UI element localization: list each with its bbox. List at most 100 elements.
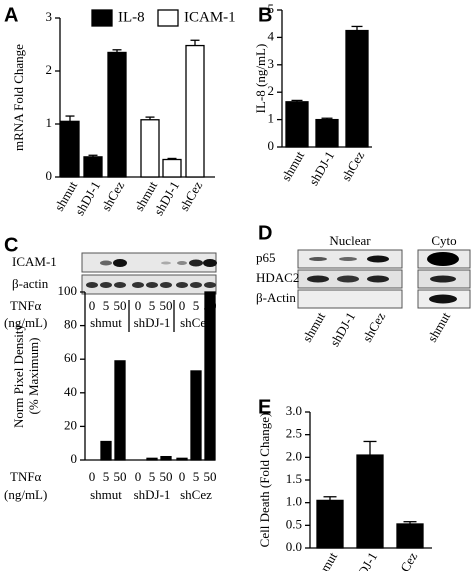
x-tick-label: 50 bbox=[114, 469, 127, 484]
bar bbox=[83, 156, 103, 178]
x-tick-label: shCez bbox=[98, 178, 127, 213]
y-tick-label: 5 bbox=[268, 1, 275, 16]
band bbox=[189, 259, 203, 267]
bar bbox=[140, 119, 160, 178]
x-axis-label: TNFα bbox=[10, 298, 42, 313]
y-tick-label: 0.5 bbox=[286, 516, 302, 531]
x-tick-label: 50 bbox=[160, 469, 173, 484]
y-tick-label: 0.0 bbox=[286, 539, 302, 554]
bar bbox=[176, 457, 188, 461]
y-tick-label: 1 bbox=[268, 111, 275, 126]
y-tick-label: 80 bbox=[64, 317, 77, 332]
y-tick-label: 100 bbox=[58, 283, 78, 298]
y-tick-label: 1.0 bbox=[286, 494, 302, 509]
bar bbox=[315, 118, 339, 148]
y-axis-label: Norm Pixel Density bbox=[11, 324, 26, 428]
band bbox=[86, 282, 98, 288]
bar bbox=[190, 370, 202, 461]
x-tick-label: shmut bbox=[311, 549, 340, 571]
band bbox=[337, 275, 359, 283]
band bbox=[190, 282, 202, 288]
x-tick-label: shmut bbox=[278, 148, 307, 183]
x-tick-label: shDJ-1 bbox=[306, 148, 337, 187]
legend-swatch bbox=[157, 9, 179, 27]
x-tick-label: 5 bbox=[103, 469, 110, 484]
blot-row-label: p65 bbox=[256, 250, 276, 265]
y-tick-label: 2 bbox=[46, 62, 53, 77]
x-axis-label: (ng/mL) bbox=[4, 315, 47, 330]
bar bbox=[356, 454, 384, 549]
lane-label: 0 bbox=[179, 298, 186, 313]
x-tick-label: shDJ-1 bbox=[349, 549, 380, 571]
y-axis-label: IL-8 (ng/mL) bbox=[253, 44, 268, 114]
y-axis-label: mRNA Fold Change bbox=[11, 44, 26, 151]
band bbox=[113, 259, 127, 267]
y-axis-label: (% Maximum) bbox=[26, 338, 41, 415]
lane-label: shmut bbox=[424, 309, 453, 344]
bar bbox=[396, 523, 424, 549]
band bbox=[100, 260, 112, 266]
band bbox=[307, 275, 329, 283]
x-tick-label: shCez bbox=[338, 148, 367, 183]
y-tick-label: 0 bbox=[71, 451, 78, 466]
group-label: shCez bbox=[180, 315, 212, 330]
band bbox=[100, 282, 112, 288]
x-tick-label: 0 bbox=[135, 469, 142, 484]
group-label: shDJ-1 bbox=[134, 487, 171, 502]
y-tick-label: 0 bbox=[46, 168, 53, 183]
lane-label: shCez bbox=[359, 309, 388, 344]
y-tick-label: 20 bbox=[64, 417, 77, 432]
bar bbox=[204, 291, 216, 461]
band bbox=[114, 282, 126, 288]
y-tick-label: 2.5 bbox=[286, 426, 302, 441]
x-tick-label: 5 bbox=[193, 469, 200, 484]
lane-label: 0 bbox=[89, 298, 96, 313]
band bbox=[430, 275, 456, 283]
band bbox=[177, 261, 187, 265]
group-label: shDJ-1 bbox=[134, 315, 171, 330]
y-tick-label: 60 bbox=[64, 350, 77, 365]
band bbox=[203, 259, 217, 267]
band bbox=[161, 261, 171, 265]
lane-label: 50 bbox=[160, 298, 173, 313]
bar bbox=[114, 360, 126, 461]
band bbox=[132, 282, 144, 288]
y-tick-label: 4 bbox=[268, 28, 275, 43]
bar bbox=[316, 499, 344, 549]
x-tick-label: shCez bbox=[176, 178, 205, 213]
band bbox=[427, 252, 459, 266]
lane-label: shDJ-1 bbox=[327, 309, 358, 348]
y-tick-label: 3.0 bbox=[286, 403, 302, 418]
y-tick-label: 0 bbox=[268, 138, 275, 153]
blot-row-label: HDAC2 bbox=[256, 270, 299, 285]
blot-header: Cyto bbox=[431, 233, 456, 248]
panel-letter: D bbox=[258, 222, 272, 244]
x-tick-label: 0 bbox=[179, 469, 186, 484]
panel-letter: E bbox=[258, 396, 271, 418]
y-axis-label: Cell Death (Fold Change) bbox=[257, 413, 272, 548]
blot-c bbox=[81, 252, 217, 332]
y-tick-label: 1.5 bbox=[286, 471, 302, 486]
band bbox=[429, 294, 457, 304]
y-tick-label: 2.0 bbox=[286, 448, 302, 463]
band bbox=[367, 275, 389, 283]
band bbox=[160, 282, 172, 288]
y-tick-label: 2 bbox=[268, 83, 275, 98]
band bbox=[176, 282, 188, 288]
lane-label: 0 bbox=[135, 298, 142, 313]
y-tick-label: 3 bbox=[268, 56, 275, 71]
blot-header: Nuclear bbox=[329, 233, 371, 248]
bar bbox=[285, 101, 309, 148]
lane-label: 5 bbox=[149, 298, 156, 313]
x-tick-label: shCez bbox=[391, 549, 420, 571]
y-tick-label: 1 bbox=[46, 115, 53, 130]
group-label: shCez bbox=[180, 487, 212, 502]
x-axis-label: (ng/mL) bbox=[4, 487, 47, 502]
bar bbox=[100, 440, 112, 461]
band bbox=[309, 257, 327, 261]
legend-swatch bbox=[91, 9, 113, 27]
band bbox=[204, 282, 216, 288]
panel-letter: B bbox=[258, 4, 272, 26]
x-tick-label: 5 bbox=[149, 469, 156, 484]
